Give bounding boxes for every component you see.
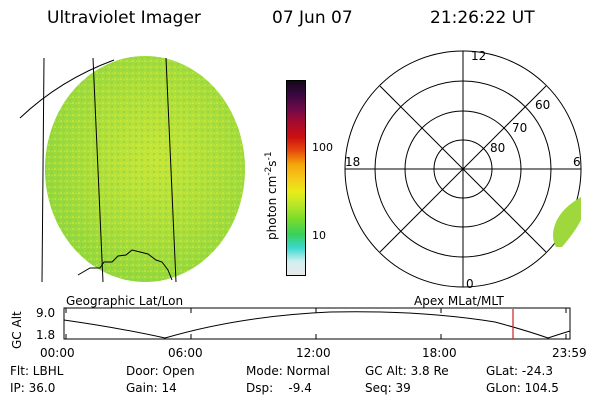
strip-xtick-1800: 18:00 (422, 346, 457, 360)
strip-frame (63, 307, 571, 340)
glon-info: GLon: 104.5 (486, 381, 559, 395)
strip-ticks (65, 308, 567, 339)
observation-time: 21:26:22 UT (430, 8, 535, 28)
instrument-title: Ultraviolet Imager (47, 8, 201, 28)
alt-tick-top: 9.0 (36, 306, 56, 320)
door-info: Door: Open (126, 364, 195, 378)
gain-info: Gain: 14 (126, 381, 177, 395)
colorbar-gradient (286, 80, 306, 276)
mlt-label-18: 18 (345, 155, 360, 169)
mlt-label-0: 0 (466, 277, 474, 291)
dsp-info: Dsp: -9.4 (246, 381, 312, 395)
strip-xtick-2359: 23:59 (552, 346, 587, 360)
strip-xtick-0000: 00:00 (40, 346, 75, 360)
filter-info: Flt: LBHL (10, 364, 64, 378)
gc-alt-info: GC Alt: 3.8 Re (365, 364, 449, 378)
alt-tick-bottom: 1.8 (36, 328, 56, 342)
mlt-label-6: 6 (573, 155, 581, 169)
ip-info: IP: 36.0 (10, 381, 56, 395)
colorbar (286, 80, 306, 276)
polar-diagonal-2 (379, 85, 547, 253)
mlt-label-12: 12 (471, 49, 486, 63)
mlat-label-60: 60 (535, 98, 550, 112)
glat-info: GLat: -24.3 (486, 364, 553, 378)
geographic-caption: Geographic Lat/Lon (66, 294, 184, 308)
mode-info: Mode: Normal (246, 364, 330, 378)
strip-xtick-0600: 06:00 (168, 346, 203, 360)
graticule-lines (19, 57, 177, 283)
colorbar-tick-100: 100 (312, 141, 333, 154)
altitude-curve (63, 311, 571, 339)
strip-xtick-1200: 12:00 (296, 346, 331, 360)
coastline (77, 249, 173, 281)
polar-auroral-patch (553, 197, 581, 247)
apex-caption: Apex MLat/MLT (414, 294, 504, 308)
observation-date: 07 Jun 07 (272, 8, 353, 28)
colorbar-tick-10: 10 (312, 229, 326, 242)
mlat-label-80: 80 (490, 141, 505, 155)
seq-info: Seq: 39 (365, 381, 411, 395)
mlat-label-70: 70 (512, 121, 527, 135)
